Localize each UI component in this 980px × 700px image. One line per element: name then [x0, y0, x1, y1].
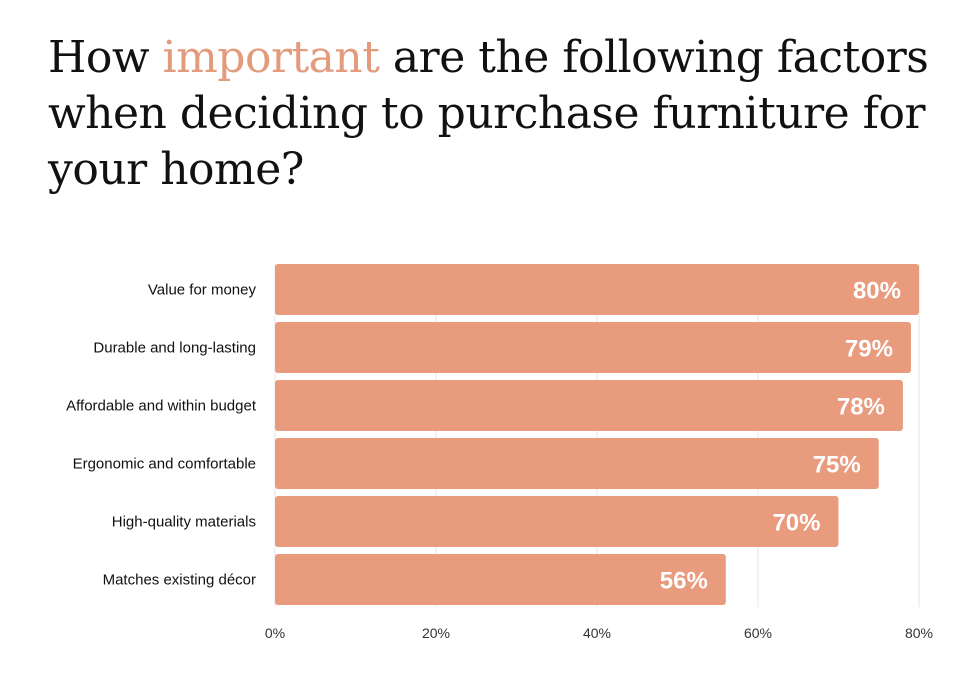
value-label: 70% — [772, 510, 820, 537]
chart-title: How important are the following factors … — [48, 30, 948, 198]
bars — [275, 264, 919, 605]
value-label: 80% — [853, 278, 901, 305]
category-label: Value for money — [148, 282, 257, 299]
bar — [275, 264, 919, 315]
gridlines — [274, 264, 920, 607]
title-highlight: important — [162, 32, 380, 83]
x-tick-label: 80% — [905, 625, 933, 641]
x-tick-label: 0% — [265, 625, 285, 641]
category-label: High-quality materials — [112, 514, 256, 531]
bar — [275, 322, 911, 373]
x-tick-label: 20% — [422, 625, 450, 641]
x-tick-label: 40% — [583, 625, 611, 641]
category-label: Matches existing décor — [103, 572, 256, 589]
value-label: 79% — [845, 336, 893, 363]
category-label: Affordable and within budget — [66, 398, 257, 415]
category-labels: Value for money Durable and long-lasting A… — [66, 282, 257, 589]
value-label: 78% — [837, 394, 885, 421]
bar — [275, 496, 839, 547]
value-label: 75% — [813, 452, 861, 479]
bar — [275, 438, 879, 489]
value-labels: 80% 79% 78% 75% 70% 56% — [660, 278, 901, 595]
category-label: Ergonomic and comfortable — [73, 456, 256, 473]
title-part-1: How — [48, 32, 163, 83]
value-label: 56% — [660, 568, 708, 595]
x-tick-label: 60% — [744, 625, 772, 641]
x-axis-ticks: 0% 20% 40% 60% 80% — [265, 625, 933, 641]
category-label: Durable and long-lasting — [93, 340, 256, 357]
title-part-2: are the following factors when deciding … — [48, 32, 929, 195]
bar — [275, 554, 726, 605]
bar — [275, 380, 903, 431]
